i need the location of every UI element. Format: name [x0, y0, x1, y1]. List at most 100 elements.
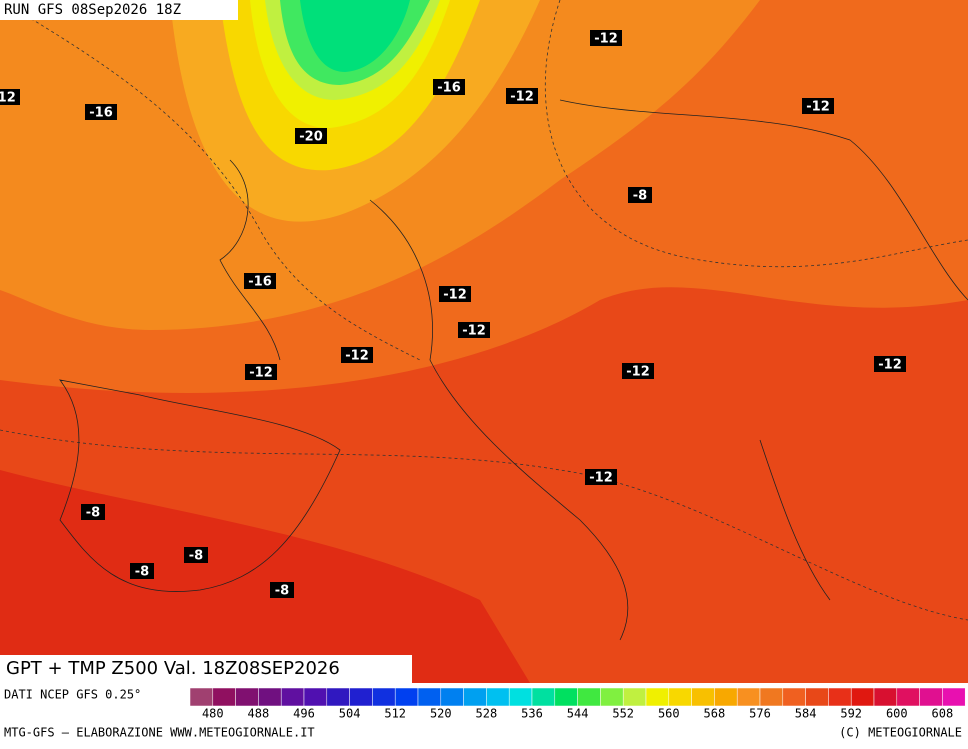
colorbar-tick-label: 592 — [840, 707, 862, 721]
isotherm-label-box — [81, 504, 105, 520]
isotherm-label: -12 — [249, 366, 273, 381]
colorbar-swatch — [896, 687, 920, 707]
colorbar-swatch — [349, 687, 373, 707]
colorbar-tick-label: 544 — [567, 707, 589, 721]
isotherm-label: -8 — [135, 565, 149, 580]
isotherm-label-box — [295, 128, 327, 144]
colorbar-swatch — [919, 687, 943, 707]
colorbar-tick-label: 496 — [293, 707, 315, 721]
isotherm-label: -8 — [189, 549, 203, 564]
coastline — [59, 379, 341, 592]
colorbar-tick-label: 584 — [795, 707, 817, 721]
coastline — [369, 199, 629, 641]
colorbar-swatch — [394, 687, 419, 707]
colorbar-tick-label: 520 — [430, 707, 452, 721]
colorbar-swatch — [850, 687, 875, 707]
isotherm-label: -12 — [0, 91, 16, 106]
colorbar-swatch — [759, 687, 784, 707]
colorbar-swatch — [714, 687, 738, 707]
colorbar-tick-label: 568 — [704, 707, 726, 721]
isotherm-label: -8 — [633, 189, 647, 204]
colorbar-swatch — [372, 687, 396, 707]
isotherm-label-box — [244, 273, 276, 289]
colorbar-tick-label: 512 — [384, 707, 406, 721]
zone — [300, 0, 410, 72]
colorbar-swatch — [554, 687, 578, 707]
coastline — [559, 99, 968, 301]
colorbar-tick-label: 480 — [202, 707, 224, 721]
colorbar-tick-label: 504 — [339, 707, 361, 721]
colorbar-tick-label: 608 — [932, 707, 954, 721]
colorbar-tick-label: 536 — [521, 707, 543, 721]
isotherm-label: -16 — [89, 106, 113, 121]
isotherm-label-box — [439, 286, 471, 302]
isotherm-label: -12 — [594, 32, 618, 47]
footer-left: MTG-GFS — ELABORAZIONE WWW.METEOGIORNALE… — [4, 726, 315, 740]
run-title: RUN GFS 08Sep2026 18Z — [4, 2, 181, 18]
isotherm-label-box — [585, 469, 617, 485]
colorbar-swatch — [417, 687, 442, 707]
colorbar-swatch — [691, 687, 715, 707]
colorbar-tick-label: 560 — [658, 707, 680, 721]
colorbar-swatch — [531, 687, 556, 707]
data-source: DATI NCEP GFS 0.25° — [4, 688, 141, 702]
isotherm-label-box — [628, 187, 652, 203]
zone — [0, 470, 530, 683]
isotherm-label: -12 — [878, 358, 902, 373]
colorbar-swatch — [463, 687, 487, 707]
caption: GPT + TMP Z500 Val. 18Z08SEP2026 — [6, 658, 340, 679]
colorbar-swatch — [873, 687, 898, 707]
colorbar-tick-label: 600 — [886, 707, 908, 721]
isotherm-label-box — [130, 563, 154, 579]
isotherm-label: -16 — [437, 81, 461, 96]
colorbar-swatch — [736, 687, 761, 707]
colorbar-swatch — [486, 687, 510, 707]
colorbar-swatch — [942, 687, 966, 707]
colorbar-swatch — [440, 687, 464, 707]
isotherm-label: -12 — [806, 100, 830, 115]
isotherm-label-box — [874, 356, 906, 372]
isotherm-label: -12 — [462, 324, 486, 339]
colorbar-swatch — [782, 687, 806, 707]
isotherm-label-box — [85, 104, 117, 120]
colorbar-swatch — [258, 687, 282, 707]
isotherm-label-box — [458, 322, 490, 338]
isotherm-label-box — [270, 582, 294, 598]
colorbar-swatch — [577, 687, 601, 707]
isotherm-label-box — [622, 363, 654, 379]
colorbar-tick-label: 576 — [749, 707, 771, 721]
colorbar-tick-label: 488 — [248, 707, 270, 721]
isotherm-label-box — [590, 30, 622, 46]
colorbar-swatch — [828, 687, 852, 707]
isotherm-label: -12 — [589, 471, 613, 486]
colorbar-swatch — [668, 687, 692, 707]
coastline — [759, 439, 831, 601]
colorbar-swatch — [280, 687, 305, 707]
caption-box — [0, 655, 412, 683]
isotherm-label-box — [245, 364, 277, 380]
isoline — [0, 0, 421, 361]
isotherm-label: -12 — [443, 288, 467, 303]
isotherm-label-box — [184, 547, 208, 563]
colorbar-swatch — [303, 687, 328, 707]
isotherm-label-box — [802, 98, 834, 114]
colorbar-swatch — [805, 687, 829, 707]
colorbar-swatch — [600, 687, 624, 707]
footer-right: (C) METEOGIORNALE — [839, 726, 962, 740]
colorbar-swatch — [212, 687, 236, 707]
colorbar-swatch — [326, 687, 350, 707]
isotherm-label: -12 — [510, 90, 534, 105]
colorbar-swatch — [508, 687, 533, 707]
run-box — [0, 0, 238, 20]
isotherm-label-box — [0, 89, 20, 105]
isotherm-label-box — [433, 79, 465, 95]
colorbar-tick-label: 552 — [612, 707, 634, 721]
isotherm-label: -12 — [626, 365, 650, 380]
isotherm-label: -8 — [86, 506, 100, 521]
isotherm-label: -20 — [299, 130, 323, 145]
colorbar-swatch — [645, 687, 670, 707]
isotherm-label-box — [341, 347, 373, 363]
isoline — [544, 0, 968, 268]
isotherm-label: -12 — [345, 349, 369, 364]
